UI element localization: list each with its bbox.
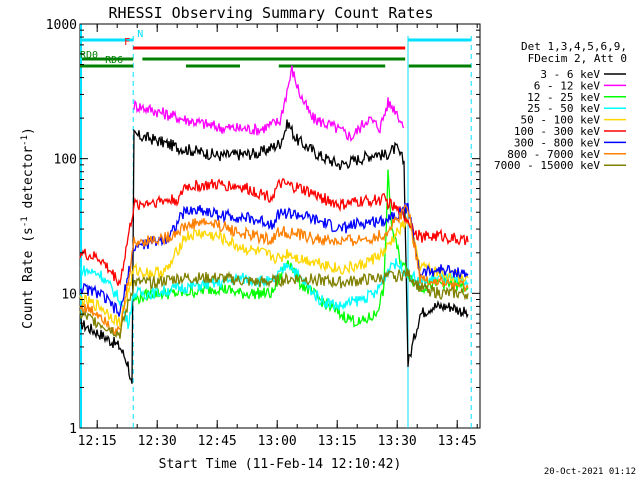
y-tick-label: 1 bbox=[69, 422, 77, 437]
y-tick-label: 100 bbox=[54, 153, 77, 168]
flag-rd0-label: RD0 bbox=[80, 50, 98, 61]
x-tick-label: 12:45 bbox=[198, 434, 237, 449]
x-tick-label: 12:30 bbox=[138, 434, 177, 449]
series-line bbox=[79, 203, 469, 336]
y-axis-label-part: Count Rate (s bbox=[21, 227, 36, 329]
y-axis-label-sup: -1 bbox=[20, 216, 30, 227]
flag-f-label: F bbox=[124, 37, 130, 48]
legend: Det 1,3,4,5,6,9,FDecim 2, Att 0 3 - 6 keV… bbox=[494, 40, 627, 172]
series-line bbox=[79, 119, 469, 384]
y-axis-label-sup: -1 bbox=[20, 135, 30, 146]
y-axis-label-part: detector bbox=[21, 146, 36, 217]
series-line bbox=[79, 267, 469, 339]
legend-entry-label: 6 - 12 keV bbox=[534, 79, 601, 92]
legend-entry-label: 25 - 50 keV bbox=[527, 102, 600, 115]
y-tick-label: 1000 bbox=[46, 18, 77, 33]
y-tick-label: 10 bbox=[61, 287, 77, 302]
render-timestamp: 20-Oct-2021 01:12 bbox=[544, 467, 636, 477]
legend-entry-label: 100 - 300 keV bbox=[514, 125, 600, 138]
y-axis-label-part: ) bbox=[21, 127, 36, 135]
legend-entry-label: 7000 - 15000 keV bbox=[494, 159, 600, 172]
x-axis-label: Start Time (11-Feb-14 12:10:42) bbox=[159, 457, 402, 472]
flag-n-label: N bbox=[137, 29, 143, 40]
x-tick-label: 13:15 bbox=[318, 434, 357, 449]
flag-rd6-label: RD6 bbox=[105, 55, 123, 66]
legend-header: FDecim 2, Att 0 bbox=[528, 52, 627, 65]
axes: 1 10 100 1000 12:15 12:30 12:45 13:00 13:15 13:30… bbox=[46, 18, 480, 449]
series-layer bbox=[79, 65, 469, 384]
x-tick-label: 13:30 bbox=[378, 434, 417, 449]
series-line bbox=[79, 215, 469, 328]
legend-entry-label: 50 - 100 keV bbox=[521, 114, 601, 127]
series-line bbox=[133, 65, 405, 143]
legend-header: Det 1,3,4,5,6,9, bbox=[521, 40, 627, 53]
chart-title: RHESSI Observing Summary Count Rates bbox=[108, 4, 433, 22]
x-tick-label: 13:45 bbox=[438, 434, 477, 449]
legend-entry-label: 12 - 25 keV bbox=[527, 91, 600, 104]
legend-entry-label: 300 - 800 keV bbox=[514, 136, 600, 149]
series-line bbox=[79, 177, 469, 286]
x-tick-label: 13:00 bbox=[258, 434, 297, 449]
legend-entry-label: 800 - 7000 keV bbox=[507, 148, 600, 161]
legend-entry-label: 3 - 6 keV bbox=[540, 68, 600, 81]
x-tick-label: 12:15 bbox=[78, 434, 117, 449]
y-axis-label: Count Rate (s-1 detector-1) bbox=[20, 127, 36, 329]
